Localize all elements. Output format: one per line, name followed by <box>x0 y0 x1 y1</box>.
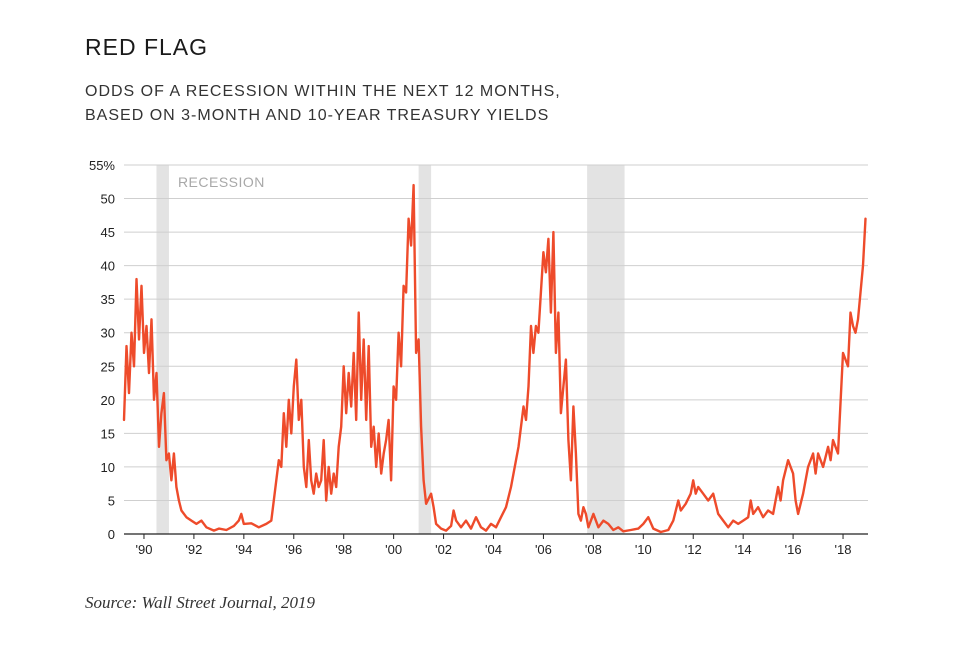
grid-lines <box>124 164 868 501</box>
chart-subtitle: ODDS OF A RECESSION WITHIN THE NEXT 12 M… <box>85 80 561 128</box>
y-axis: 0 5 10 15 20 25 30 35 40 45 50 55% <box>89 158 115 542</box>
x-tick-label: '92 <box>185 542 202 557</box>
x-tick-label: '02 <box>435 542 452 557</box>
y-tick-label: 30 <box>101 326 115 341</box>
source-note: Source: Wall Street Journal, 2019 <box>85 593 315 612</box>
x-tick-label: '04 <box>485 542 502 557</box>
y-tick-label: 25 <box>101 359 115 374</box>
y-tick-label: 5 <box>108 493 115 508</box>
x-tick-label: '94 <box>235 542 252 557</box>
chart-subtitle-line-2: BASED ON 3-MONTH AND 10-YEAR TREASURY YI… <box>85 107 550 124</box>
x-tick-label: '96 <box>285 542 302 557</box>
y-tick-label: 0 <box>108 527 115 542</box>
x-tick-label: '16 <box>785 542 802 557</box>
recession-bands <box>156 165 625 534</box>
y-tick-label: 15 <box>101 426 115 441</box>
y-tick-label: 35 <box>101 292 115 307</box>
chart-title: RED FLAG <box>85 34 209 60</box>
y-tick-label: 10 <box>101 460 115 475</box>
y-tick-label: 50 <box>101 192 115 207</box>
x-tick-label: '08 <box>585 542 602 557</box>
recession-label: RECESSION <box>178 174 265 190</box>
x-axis: '90 '92 '94 '96 '98 '00 '02 '04 '06 '08 '10 '12 '14 '… <box>124 533 868 557</box>
y-tick-label: 45 <box>101 225 115 240</box>
x-tick-label: '00 <box>385 542 402 557</box>
series-line-0 <box>122 183 867 534</box>
x-tick-label: '90 <box>135 542 152 557</box>
y-tick-label: 40 <box>101 259 115 274</box>
recession-band-1 <box>418 165 432 534</box>
x-tick-label: '14 <box>735 542 752 557</box>
x-tick-label: '18 <box>835 542 852 557</box>
x-tick-label: '12 <box>685 542 702 557</box>
recession-band-2 <box>587 165 625 534</box>
x-tick-label: '10 <box>635 542 652 557</box>
chart-subtitle-line-1: ODDS OF A RECESSION WITHIN THE NEXT 12 M… <box>85 83 561 100</box>
x-tick-label: '98 <box>335 542 352 557</box>
x-tick-label: '06 <box>535 542 552 557</box>
series-group <box>122 183 867 534</box>
y-tick-label: 55% <box>89 158 115 173</box>
recession-band-0 <box>156 165 169 534</box>
y-tick-label: 20 <box>101 393 115 408</box>
